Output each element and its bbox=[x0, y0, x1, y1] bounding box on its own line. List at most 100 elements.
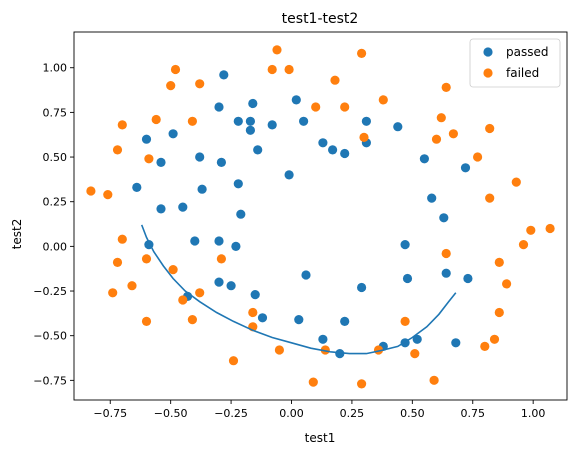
point-passed-9 bbox=[393, 122, 403, 132]
point-passed-23 bbox=[284, 170, 294, 180]
point-failed-33 bbox=[216, 254, 226, 264]
point-failed-28 bbox=[545, 223, 555, 234]
point-failed-54 bbox=[228, 356, 239, 366]
point-passed-39 bbox=[463, 273, 473, 284]
point-failed-2 bbox=[170, 64, 181, 75]
point-failed-3 bbox=[267, 64, 277, 75]
point-passed-17 bbox=[253, 145, 263, 155]
point-passed-18 bbox=[195, 152, 205, 162]
point-passed-44 bbox=[250, 290, 260, 300]
point-failed-31 bbox=[441, 248, 451, 259]
point-passed-20 bbox=[216, 157, 226, 167]
point-failed-43 bbox=[248, 307, 258, 318]
y-tick-label: 0.75 bbox=[43, 106, 68, 119]
point-failed-29 bbox=[117, 234, 127, 244]
y-axis-label: test2 bbox=[10, 219, 24, 250]
point-passed-41 bbox=[214, 277, 224, 287]
point-failed-11 bbox=[340, 102, 350, 112]
point-passed-26 bbox=[197, 184, 207, 194]
x-tick-label: 0.00 bbox=[279, 407, 304, 420]
point-passed-2 bbox=[248, 98, 258, 109]
point-failed-4 bbox=[284, 64, 294, 75]
x-tick-label: 0.75 bbox=[461, 407, 486, 420]
legend-label-failed: failed bbox=[506, 66, 539, 80]
y-tick-label: 0.25 bbox=[43, 196, 68, 209]
point-failed-14 bbox=[187, 116, 197, 126]
point-passed-36 bbox=[231, 241, 241, 251]
point-passed-8 bbox=[361, 116, 371, 126]
point-passed-15 bbox=[328, 145, 338, 155]
legend: passed failed bbox=[469, 38, 561, 88]
point-passed-27 bbox=[427, 193, 437, 203]
decision-boundary bbox=[140, 224, 457, 355]
point-failed-23 bbox=[511, 177, 521, 187]
point-failed-8 bbox=[441, 82, 451, 92]
point-passed-50 bbox=[318, 334, 328, 344]
point-failed-17 bbox=[448, 129, 458, 139]
point-passed-10 bbox=[245, 125, 255, 135]
point-failed-20 bbox=[112, 145, 123, 155]
point-passed-32 bbox=[190, 236, 200, 246]
point-passed-3 bbox=[214, 102, 224, 112]
legend-box bbox=[469, 38, 561, 88]
point-passed-28 bbox=[178, 202, 188, 212]
y-tick-label: 1.00 bbox=[43, 62, 68, 75]
chart-title: test1-test2 bbox=[282, 11, 359, 27]
x-axis-label: test1 bbox=[305, 431, 336, 445]
point-passed-34 bbox=[400, 240, 410, 250]
point-passed-5 bbox=[245, 116, 255, 126]
point-failed-6 bbox=[195, 79, 205, 89]
point-failed-56 bbox=[308, 377, 318, 387]
point-failed-9 bbox=[378, 95, 388, 105]
point-failed-50 bbox=[410, 349, 420, 359]
point-failed-37 bbox=[127, 281, 137, 291]
point-failed-45 bbox=[187, 315, 197, 325]
point-failed-36 bbox=[168, 265, 178, 275]
point-failed-0 bbox=[272, 45, 282, 55]
point-failed-13 bbox=[151, 114, 161, 125]
point-failed-7 bbox=[166, 81, 176, 91]
point-passed-37 bbox=[441, 268, 451, 278]
point-failed-16 bbox=[485, 123, 495, 134]
point-failed-55 bbox=[429, 375, 439, 385]
point-failed-26 bbox=[485, 193, 495, 203]
point-failed-12 bbox=[436, 113, 446, 123]
point-passed-24 bbox=[233, 179, 243, 189]
y-tick-label: 0.00 bbox=[43, 240, 68, 253]
point-failed-32 bbox=[141, 254, 152, 264]
point-failed-10 bbox=[311, 102, 321, 112]
point-failed-57 bbox=[357, 379, 367, 389]
point-passed-33 bbox=[214, 236, 224, 246]
point-passed-19 bbox=[156, 157, 166, 167]
point-failed-47 bbox=[141, 316, 152, 326]
point-failed-24 bbox=[86, 186, 96, 196]
point-passed-4 bbox=[233, 116, 243, 126]
plot-area bbox=[73, 31, 568, 401]
point-failed-27 bbox=[526, 225, 536, 235]
point-failed-30 bbox=[518, 240, 529, 250]
x-tick-label: 1.00 bbox=[521, 407, 546, 420]
point-passed-22 bbox=[460, 163, 471, 173]
x-tick-label: −0.75 bbox=[93, 407, 127, 420]
y-tick-label: −0.50 bbox=[33, 330, 67, 343]
y-tick-label: 0.50 bbox=[43, 151, 68, 164]
point-passed-7 bbox=[299, 116, 309, 126]
point-failed-41 bbox=[178, 295, 188, 305]
point-failed-51 bbox=[320, 345, 330, 355]
point-passed-49 bbox=[412, 334, 422, 344]
point-failed-35 bbox=[494, 257, 504, 267]
point-failed-25 bbox=[103, 190, 113, 200]
point-failed-21 bbox=[473, 152, 483, 162]
point-passed-40 bbox=[402, 273, 413, 284]
point-passed-0 bbox=[219, 70, 229, 80]
point-passed-11 bbox=[168, 129, 178, 139]
point-passed-38 bbox=[301, 270, 311, 280]
point-passed-1 bbox=[291, 95, 301, 105]
point-passed-29 bbox=[156, 204, 166, 214]
point-failed-48 bbox=[489, 334, 500, 344]
point-passed-30 bbox=[236, 209, 246, 219]
point-failed-46 bbox=[400, 316, 410, 326]
point-failed-39 bbox=[195, 288, 205, 298]
point-failed-49 bbox=[480, 341, 490, 351]
